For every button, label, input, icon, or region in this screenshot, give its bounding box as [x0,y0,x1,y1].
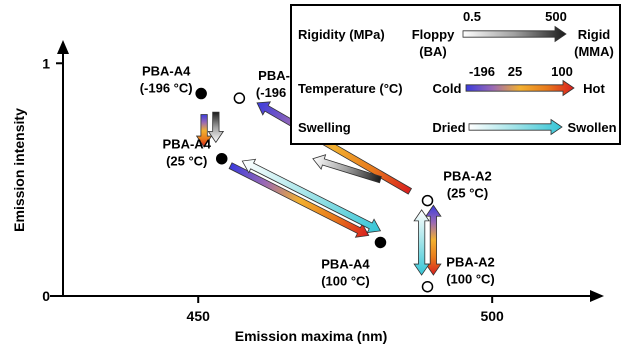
point-a4-m196 [195,87,207,100]
y-axis-title: Emission intensity [11,108,27,232]
point-label: (-196 °C) [140,81,193,96]
legend-swelling-left-label: Dried [432,120,465,135]
legend-swelling-right-label: Swollen [567,120,616,135]
legend-temperature-tick-m196: -196 [469,64,495,79]
x-axis-arrowhead [590,290,604,302]
arrow-temperature [228,162,370,238]
legend-rigidity-left-label: Floppy [412,27,455,42]
legend-box [290,4,621,145]
point-label: (25 °C) [447,186,488,201]
legend-rigidity-title: Rigidity (MPa) [298,27,385,42]
legend-temperature-tick-25: 25 [508,64,522,79]
legend-temperature-tick-100: 100 [551,64,573,79]
point-a4-100 [374,236,387,249]
x-tick-label: 450 [187,308,211,324]
legend-swelling-title: Swelling [298,120,351,135]
point-a4-25 [215,152,228,165]
arrow-swelling [413,209,430,276]
arrow-temperature [195,114,213,148]
legend-arrow-swelling [468,118,563,136]
arrow-rigidity [312,154,382,184]
y-tick-label: 0 [42,288,50,304]
legend-arrow-temperature [465,79,575,97]
point-label: PBA-A4 [142,64,191,79]
legend-rigidity-right-sub: (MMA) [574,44,614,59]
legend-rigidity-tick-max: 500 [545,9,567,24]
legend-temperature-title: Temperature (°C) [298,81,403,96]
legend-rigidity-tick-min: 0.5 [463,9,481,24]
arrow-swelling [241,158,382,234]
point-a2-25 [421,194,434,207]
point-label: PBA-A2 [446,255,494,270]
data-points [195,87,434,293]
point-label: PBA-A4 [163,137,212,152]
point-label: (100 °C) [446,272,495,287]
point-label: (100 °C) [321,273,370,288]
point-label: PBA-A4 [321,256,370,271]
y-axis-arrowhead [57,40,69,54]
point-a2-100 [421,280,434,293]
legend-arrow-rigidity [462,25,567,43]
legend-rigidity-left-sub: (BA) [419,44,446,59]
x-tick-label: 500 [480,308,504,324]
legend-temperature-right-label: Hot [583,81,605,96]
x-axis-title: Emission maxima (nm) [235,328,388,344]
arrow-temperature [425,204,442,276]
legend-rigidity-right-label: Rigid [578,27,611,42]
legend: Rigidity (MPa) Floppy (BA) Rigid (MMA) 0… [290,4,621,145]
legend-temperature-left-label: Cold [433,81,462,96]
y-tick-label: 1 [42,55,50,71]
point-label: PBA-A2 [443,169,491,184]
arrow-rigidity [207,111,225,144]
point-a2-m196 [233,92,246,104]
point-label: (25 °C) [166,154,207,169]
